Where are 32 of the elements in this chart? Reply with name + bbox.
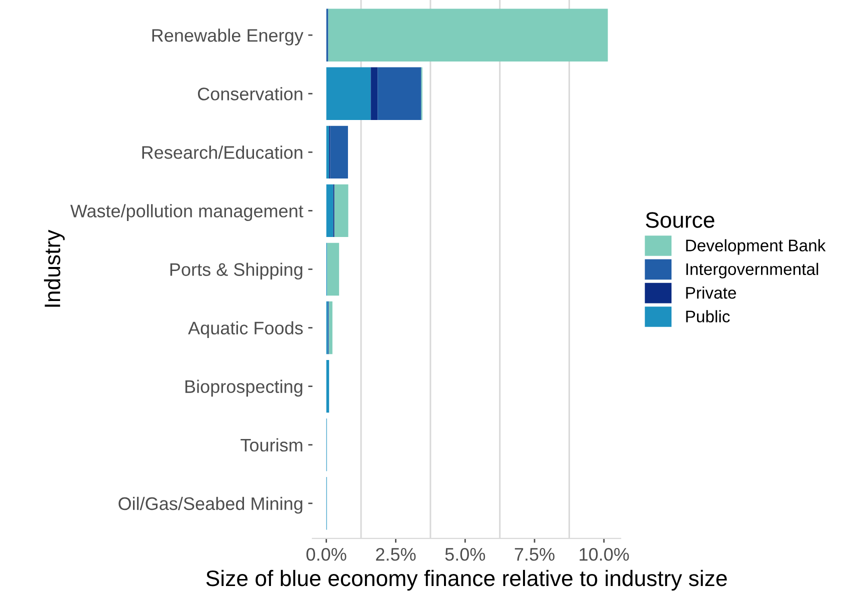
bar [326, 360, 330, 413]
y-tick-label: Research/Education [142, 146, 302, 159]
bar [326, 184, 334, 238]
bar [328, 8, 608, 62]
x-tick-label: 10.0% [580, 548, 629, 561]
legend-label: Development Bank [686, 239, 826, 255]
x-tick-label: 2.5% [376, 548, 416, 561]
legend-label: Intergovernmental [686, 262, 818, 278]
bar [328, 301, 332, 354]
y-tick-label: Conservation [198, 87, 302, 100]
legend-label: Private [686, 286, 736, 299]
x-axis-title: Size of blue economy finance relative to industry size [206, 570, 727, 591]
legend-label: Public [686, 310, 730, 322]
y-tick-label: Tourism [240, 438, 302, 452]
bar [370, 67, 378, 120]
x-tick-label: 5.0% [445, 548, 486, 561]
bar [378, 67, 422, 120]
bar [334, 184, 348, 238]
y-tick-label: Aquatic Foods [188, 321, 303, 338]
bar [330, 126, 348, 179]
x-tick-label: 0.0% [306, 548, 346, 561]
y-tick-label: Bioprospecting [185, 380, 302, 397]
bar [327, 242, 340, 296]
legend-title: Source [646, 212, 714, 228]
y-tick-label: Renewable Energy [152, 28, 304, 46]
y-axis-title: Industry [44, 230, 65, 307]
bar [326, 126, 330, 179]
y-tick-label: Waste/pollution management [70, 204, 304, 221]
bar [326, 67, 371, 120]
y-tick-label: Ports & Shipping [170, 262, 302, 280]
x-tick-label: 7.5% [514, 548, 554, 561]
y-tick-label: Oil/Gas/Seabed Mining [118, 496, 302, 514]
